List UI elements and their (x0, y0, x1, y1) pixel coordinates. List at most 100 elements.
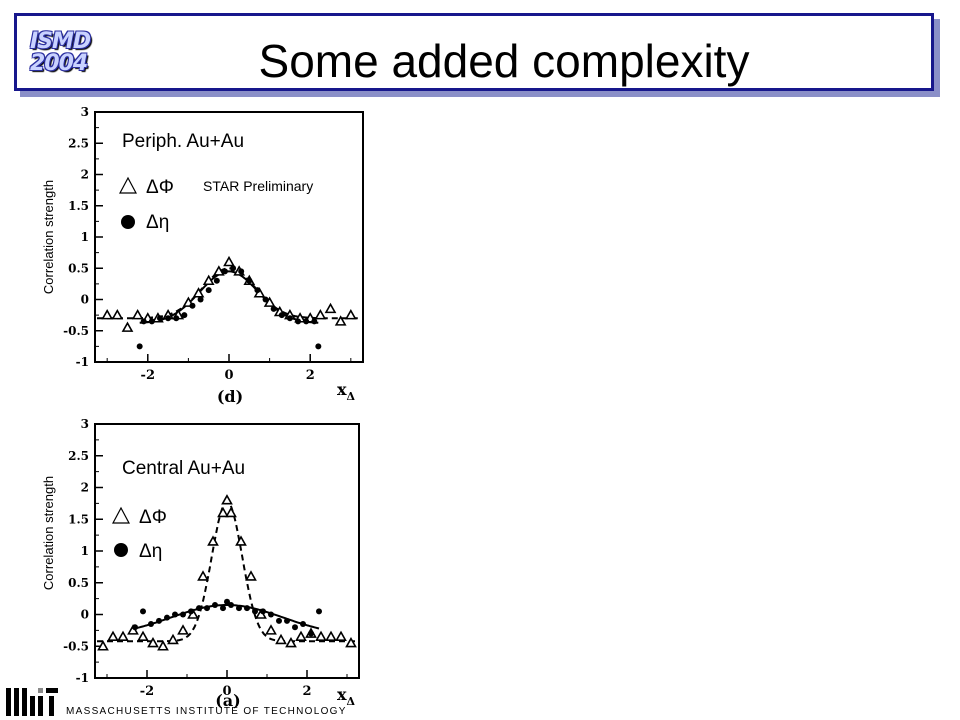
data-point-dphi (157, 640, 169, 651)
data-point-deta (260, 608, 266, 615)
data-point-dphi (275, 633, 287, 645)
data-point-deta (197, 296, 204, 303)
x-axis-label: xΔ (337, 380, 356, 403)
data-point-dphi (295, 630, 307, 642)
data-point-dphi (147, 636, 159, 648)
data-point-dphi (192, 287, 205, 298)
data-point-deta (136, 343, 143, 350)
fit-line-dphi (97, 267, 361, 320)
data-point-dphi (345, 636, 357, 648)
data-point-deta (165, 315, 172, 322)
y-tick-label: -0.5 (63, 324, 89, 338)
data-point-deta (204, 605, 210, 612)
data-point-deta (262, 296, 269, 303)
mit-logo (6, 688, 58, 716)
data-point-deta (228, 601, 234, 608)
y-tick-label: 2 (81, 481, 89, 495)
ismd-logo: ISMD 2004 (30, 31, 91, 75)
y-tick-label: 1 (81, 230, 89, 244)
data-point-deta (268, 611, 274, 618)
data-point-dphi (117, 630, 129, 642)
data-point-deta (140, 608, 146, 615)
legend-label: ΔΦ (146, 177, 174, 198)
y-tick-label: 0 (81, 293, 89, 307)
chart-central-svg: -1 -0.5 0 0.5 1 1.5 2 2.5 3 -2 0 2 Central Au+Au ΔΦ Δη… (41, 417, 360, 710)
data-point-deta (156, 315, 163, 322)
y-tick-label: -0.5 (63, 639, 89, 653)
data-point-dphi (101, 308, 114, 320)
y-tick-label: 1.5 (68, 512, 89, 526)
data-point-dphi (324, 302, 337, 314)
legend-label: ΔΦ (139, 507, 167, 528)
data-point-deta (236, 605, 242, 612)
data-point-dphi (245, 570, 257, 581)
data-point-deta (212, 601, 218, 608)
data-point-deta (300, 621, 306, 628)
legend-circle-icon (121, 215, 135, 229)
x-tick-label: 2 (306, 368, 315, 383)
x-tick-label: 0 (224, 368, 233, 383)
data-point-dphi (223, 255, 235, 267)
y-tick-label: 0.5 (68, 261, 89, 275)
y-tick-label: 1.5 (68, 199, 89, 213)
data-point-dphi (177, 624, 189, 635)
data-point-deta (278, 312, 285, 319)
slide-title: Some added complexity (258, 35, 750, 87)
data-point-deta (180, 611, 186, 618)
data-point-deta (205, 287, 212, 294)
y-tick-label: 2.5 (68, 136, 89, 150)
legend-label: Δη (146, 212, 169, 233)
data-point-dphi (221, 494, 233, 505)
data-point-deta (308, 630, 314, 637)
legend-circle-icon (114, 543, 128, 557)
data-point-deta (315, 343, 322, 350)
data-point-dphi (111, 308, 124, 320)
data-point-dphi (107, 630, 119, 642)
preliminary-annotation: STAR Preliminary (203, 178, 313, 194)
y-tick-label: 2 (81, 168, 89, 182)
data-point-dphi (137, 630, 149, 642)
data-point-dphi (314, 308, 327, 320)
data-point-deta (303, 318, 310, 325)
data-point-dphi (217, 506, 229, 518)
data-point-deta (246, 277, 253, 284)
data-point-deta (286, 315, 293, 322)
data-point-deta (284, 617, 290, 624)
data-point-deta (181, 312, 188, 319)
y-tick-label: 0 (81, 608, 89, 622)
data-point-deta (148, 621, 154, 628)
data-point-dphi (334, 315, 347, 326)
data-point-deta (221, 268, 228, 275)
data-point-deta (292, 624, 298, 631)
data-point-deta (270, 305, 277, 312)
y-tick-label: 3 (81, 417, 89, 431)
data-point-dphi (315, 630, 327, 642)
panel-title: Central Au+Au (122, 458, 245, 479)
legend-triangle-icon (112, 506, 130, 524)
y-axis-label: Correlation strength (41, 180, 56, 294)
fit-line-deta (134, 604, 320, 630)
data-point-deta (224, 598, 230, 605)
chart-peripheral-svg: -1 -0.5 0 0.5 1 1.5 2 2.5 3 -2 0 2 Periph. Au+Au STAR… (41, 105, 364, 406)
data-point-deta (132, 624, 138, 631)
data-point-dphi (325, 630, 337, 642)
data-point-deta (295, 318, 302, 325)
x-tick-label: 2 (302, 684, 311, 699)
title-banner: Some added complexity (14, 13, 934, 91)
data-point-dphi (167, 633, 179, 645)
data-point-dphi (344, 308, 357, 320)
data-point-deta (254, 287, 261, 294)
legend-triangle-icon (119, 176, 137, 194)
data-point-deta (276, 617, 282, 624)
data-point-deta (230, 265, 237, 272)
data-point-dphi (207, 535, 219, 546)
data-point-deta (188, 608, 194, 615)
data-point-deta (252, 608, 258, 615)
x-tick-label: 0 (222, 684, 231, 699)
data-point-dphi (235, 535, 247, 546)
data-point-deta (238, 268, 245, 275)
data-point-dphi (97, 640, 109, 651)
data-point-dphi (202, 274, 215, 286)
data-point-dphi (285, 636, 297, 648)
data-point-dphi (121, 321, 134, 332)
